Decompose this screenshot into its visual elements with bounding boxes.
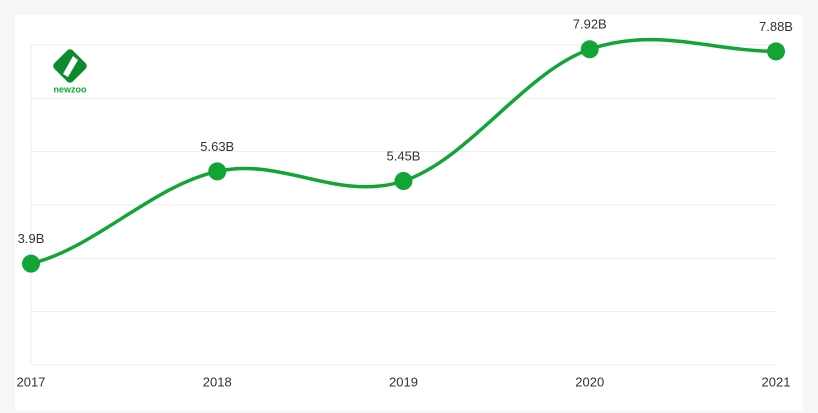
data-label: 5.63B: [200, 139, 234, 154]
point: [767, 42, 785, 61]
data-label: 5.45B: [387, 148, 421, 163]
point: [208, 162, 227, 181]
x-tick-label: 2019: [389, 374, 418, 389]
logo-stripe: [63, 56, 78, 77]
x-tick-label: 2018: [203, 374, 232, 389]
point: [394, 172, 413, 190]
x-tick-label: 2021: [762, 374, 791, 389]
data-label: 7.88B: [759, 19, 793, 34]
x-tick-label: 2017: [17, 374, 46, 389]
card: [15, 15, 803, 410]
data-label: 3.9B: [18, 231, 45, 246]
point: [22, 254, 40, 273]
data-label: 7.92B: [573, 17, 607, 32]
point: [580, 40, 599, 59]
x-tick-label: 2020: [575, 374, 604, 389]
logo-text: newzoo: [54, 84, 88, 94]
logo: newzoo: [53, 49, 88, 94]
